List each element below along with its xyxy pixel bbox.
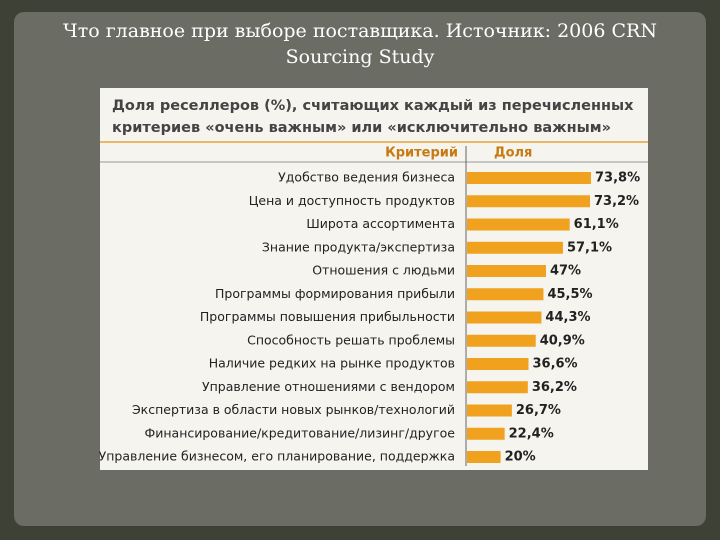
category-label: Управление отношениями с вендором [202, 379, 455, 394]
slide-title: Что главное при выборе поставщика. Источ… [63, 20, 657, 42]
column-header: Критерий [385, 146, 458, 161]
chart-subtitle: критериев «очень важным» или «исключител… [112, 120, 611, 136]
category-label: Способность решать проблемы [247, 332, 455, 347]
value-label: 45,5% [547, 287, 592, 302]
value-label: 26,7% [516, 403, 561, 418]
category-label: Цена и доступность продуктов [249, 193, 455, 208]
column-header: Доля [494, 146, 532, 161]
value-label: 36,2% [532, 380, 577, 395]
value-label: 36,6% [532, 357, 577, 372]
value-label: 73,2% [594, 194, 639, 209]
value-label: 61,1% [574, 217, 619, 232]
bar [467, 451, 501, 463]
category-label: Программы формирования прибыли [215, 286, 455, 301]
bar [467, 358, 529, 370]
category-label: Программы повышения прибыльности [200, 309, 455, 324]
bar [467, 172, 591, 184]
bar [467, 241, 563, 254]
bar [467, 311, 542, 324]
slide-title-continued: Sourcing Study [286, 46, 435, 68]
value-label: 73,8% [595, 171, 640, 186]
bar [467, 404, 512, 417]
category-label: Широта ассортимента [306, 216, 455, 231]
category-label: Отношения с людьми [312, 263, 455, 278]
value-label: 40,9% [540, 333, 585, 348]
chart-panel [100, 88, 648, 470]
value-label: 20% [505, 450, 536, 465]
category-label: Знание продукта/экспертиза [262, 239, 455, 254]
value-label: 22,4% [509, 426, 554, 441]
value-label: 57,1% [567, 240, 612, 255]
bar [467, 288, 544, 301]
bar [467, 334, 536, 347]
bar [467, 381, 528, 394]
value-label: 44,3% [545, 310, 590, 325]
value-label: 47% [550, 264, 581, 279]
category-label: Экспертиза в области новых рынков/технол… [132, 402, 455, 417]
category-label: Финансирование/кредитование/лизинг/друго… [144, 425, 455, 440]
bar [467, 265, 546, 277]
category-label: Удобство ведения бизнеса [278, 170, 455, 185]
bar [467, 195, 590, 208]
chart-subtitle: Доля реселлеров (%), считающих каждый из… [112, 98, 634, 114]
category-label: Наличие редких на рынке продуктов [209, 356, 455, 371]
category-label: Управление бизнесом, его планирование, п… [99, 449, 455, 464]
bar [467, 218, 570, 231]
bar [467, 427, 505, 440]
